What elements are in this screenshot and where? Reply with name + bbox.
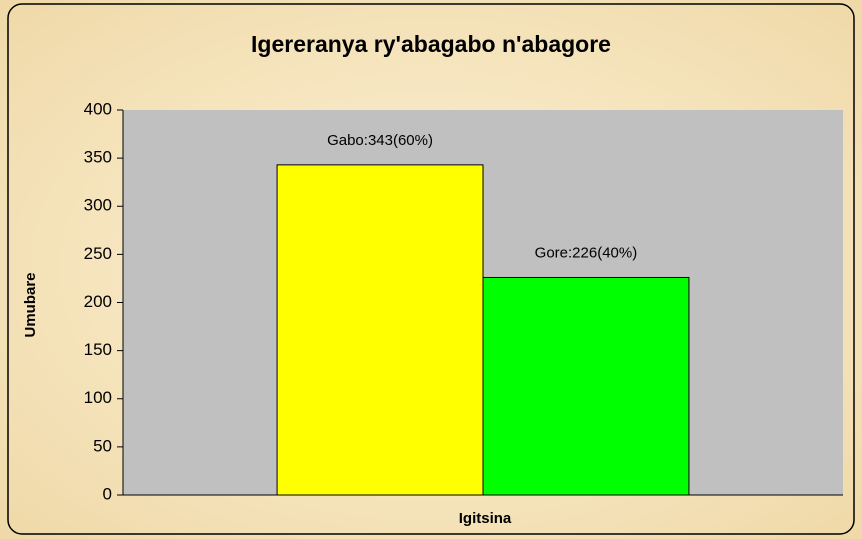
y-tick-label: 200 — [84, 292, 112, 311]
y-tick-label: 50 — [93, 436, 112, 455]
chart-frame — [7, 3, 855, 535]
data-label: Gabo:343(60%) — [327, 132, 433, 149]
y-tick-label: 300 — [84, 196, 112, 215]
data-label: Gore:226(40%) — [535, 244, 638, 261]
y-tick-label: 150 — [84, 340, 112, 359]
chart-title: Igereranya ry'abagabo n'abagore — [251, 31, 611, 57]
y-tick-label: 400 — [84, 99, 112, 118]
bar — [482, 276, 690, 496]
x-axis-title: Igitsina — [459, 510, 512, 527]
bar — [276, 164, 484, 496]
y-tick-label: 250 — [84, 244, 112, 263]
y-tick-label: 100 — [84, 388, 112, 407]
y-tick-label: 0 — [103, 484, 112, 503]
y-tick-label: 350 — [84, 148, 112, 167]
y-axis-title: Umubare — [22, 272, 39, 337]
